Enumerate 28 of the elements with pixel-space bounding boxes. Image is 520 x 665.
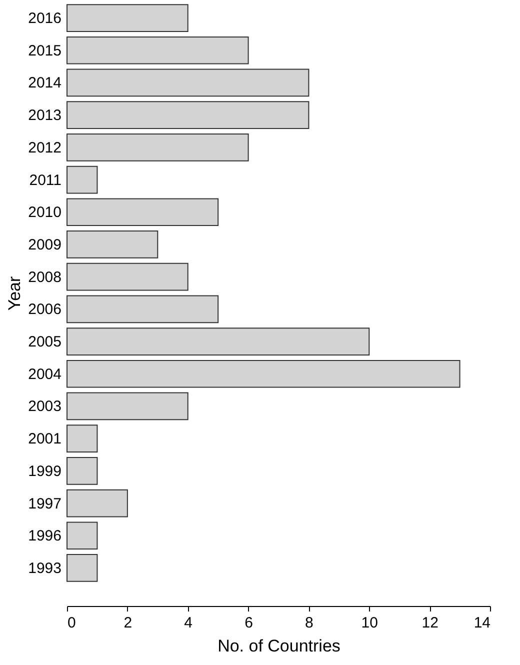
y-tick-label: 1997 — [28, 495, 62, 512]
y-tick-label: 2001 — [28, 430, 62, 448]
x-tick-label: 14 — [474, 614, 490, 632]
y-axis-title: Year — [5, 276, 24, 311]
y-tick-label: 2014 — [28, 74, 62, 92]
y-tick-label: 2004 — [28, 366, 62, 383]
y-tick-label: 2013 — [28, 107, 62, 124]
x-tick-label: 0 — [68, 614, 76, 632]
x-axis-title: No. of Countries — [218, 636, 340, 656]
y-tick-label: 1996 — [28, 528, 62, 545]
y-tick-label: 2006 — [28, 301, 62, 318]
y-tick-label: 2008 — [28, 268, 62, 286]
x-tick-label: 8 — [305, 614, 314, 632]
x-tick-label: 2 — [124, 614, 132, 632]
x-tick-label: 6 — [244, 614, 253, 632]
y-tick-label: 2012 — [28, 139, 62, 156]
y-tick-label: 2010 — [28, 204, 62, 222]
y-tick-label: 2016 — [28, 10, 62, 28]
y-tick-label: 1999 — [28, 462, 62, 480]
x-tick-label: 4 — [184, 614, 193, 632]
x-tick-label: 12 — [422, 614, 438, 632]
x-tick-label: 10 — [361, 614, 378, 632]
y-tick-label: 2015 — [28, 42, 62, 60]
y-tick-label: 1993 — [28, 560, 62, 577]
y-tick-label: 2009 — [28, 236, 62, 254]
y-tick-label: 2003 — [28, 398, 62, 416]
y-tick-label: 2011 — [29, 172, 62, 189]
y-tick-label: 2005 — [28, 334, 62, 351]
